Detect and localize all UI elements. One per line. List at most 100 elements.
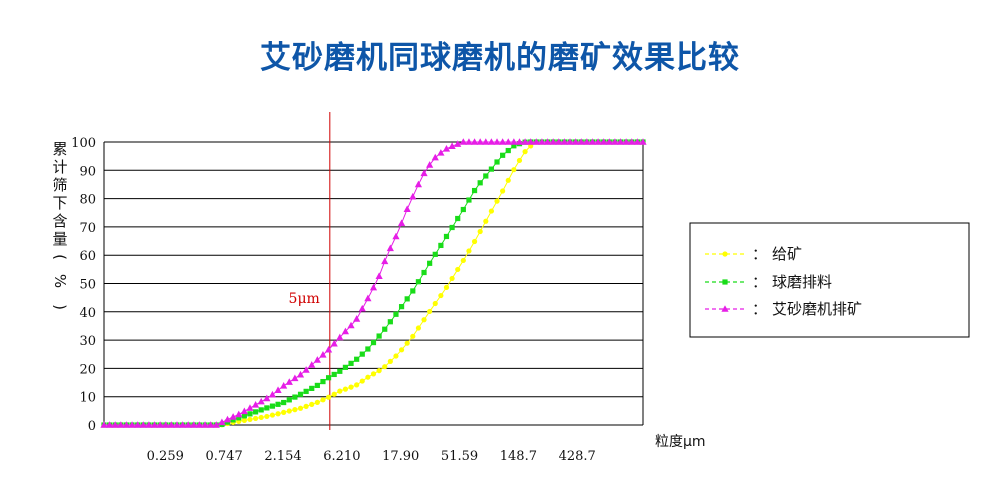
series-1-point-43 [343, 365, 348, 370]
y-label-char-8: ) [51, 304, 69, 310]
series-0-point-53 [399, 347, 404, 352]
x-tick-labels: 0.259 0.747 2.154 6.210 17.90 51.59 148.7 428.7 [147, 449, 596, 464]
series-1-point-51 [388, 319, 393, 324]
series-1-point-65 [466, 197, 471, 202]
series-0-point-68 [483, 219, 488, 224]
x-tick-17.90: 17.90 [382, 449, 419, 464]
series-1-point-40 [326, 375, 331, 380]
x-tick-2.154: 2.154 [264, 449, 301, 464]
series-0-point-75 [522, 149, 527, 154]
series-1-point-49 [377, 333, 382, 338]
series-1-point-45 [354, 357, 359, 362]
series-2-point-53 [398, 219, 405, 226]
series-0-point-34 [292, 407, 297, 412]
series-0-point-62 [450, 276, 455, 281]
series-0-point-67 [478, 229, 483, 234]
grid-lines [104, 142, 643, 425]
y-label-char-0: 累 [52, 140, 67, 158]
series-0-point-70 [494, 199, 499, 204]
x-tick-0.259: 0.259 [147, 449, 184, 464]
series-0-point-73 [511, 167, 516, 172]
series-2-point-56 [415, 181, 422, 188]
series-0-point-60 [438, 293, 443, 298]
x-axis-label: 粒度μm [655, 434, 706, 450]
series-0-point-43 [343, 387, 348, 392]
series-1-point-72 [506, 148, 511, 153]
series-1-point-70 [494, 159, 499, 164]
y-label-char-7: % [51, 274, 69, 288]
series-1-point-35 [298, 392, 303, 397]
series-0-point-47 [365, 375, 370, 380]
series-1-point-28 [259, 407, 264, 412]
series-0-point-33 [287, 408, 292, 413]
y-tick-10: 10 [79, 391, 96, 406]
x-tick-51.59: 51.59 [441, 449, 478, 464]
series-1-point-56 [416, 279, 421, 284]
series-0-point-52 [393, 353, 398, 358]
series-1-point-66 [472, 188, 477, 193]
series-0-point-69 [489, 208, 494, 213]
series-2-point-51 [387, 244, 394, 251]
series-0-point-66 [472, 239, 477, 244]
x-tick-148.7: 148.7 [500, 449, 537, 464]
series-2-point-49 [376, 272, 383, 279]
series-0-point-28 [259, 415, 264, 420]
series-1-point-60 [438, 243, 443, 248]
series-0-point-35 [298, 406, 303, 411]
series-2-point-55 [409, 193, 416, 200]
series-2-point-34 [291, 375, 298, 382]
y-tick-50: 50 [79, 278, 96, 293]
series-1-point-52 [393, 312, 398, 317]
series-1-point-34 [292, 394, 297, 399]
series-2-point-30 [269, 391, 276, 398]
y-tick-labels: 0 10 20 30 40 50 60 70 80 90 100 [71, 136, 96, 434]
annotation-text-0: 5μm [289, 291, 320, 307]
series-0-point-48 [371, 371, 376, 376]
series-1-point-39 [320, 379, 325, 384]
legend-colon-1: ： [752, 273, 767, 291]
series-0-point-58 [427, 309, 432, 314]
y-label-char-2: 筛 [52, 176, 67, 194]
series-0-point-72 [506, 178, 511, 183]
y-tick-0: 0 [88, 419, 96, 434]
series-2-point-47 [364, 295, 371, 302]
y-label-char-5: 量 [52, 230, 67, 248]
series-0-point-56 [416, 325, 421, 330]
x-tick-428.7: 428.7 [559, 449, 596, 464]
series-0-point-27 [253, 416, 258, 421]
series-0-point-71 [500, 188, 505, 193]
series-1-point-54 [405, 296, 410, 301]
series-0-point-49 [377, 368, 382, 373]
series-0-point-61 [444, 285, 449, 290]
series-2-point-60 [437, 149, 444, 156]
legend-marker-0 [722, 251, 727, 256]
series-0-point-46 [360, 378, 365, 383]
series-1-point-63 [455, 216, 460, 221]
series-0-point-57 [421, 317, 426, 322]
series-2-point-45 [353, 315, 360, 322]
series-0-point-41 [332, 392, 337, 397]
series-0-point-29 [264, 414, 269, 419]
series-0-point-30 [270, 412, 275, 417]
x-tick-0.747: 0.747 [206, 449, 243, 464]
series-0-point-39 [320, 397, 325, 402]
series-0-point-37 [309, 402, 314, 407]
y-tick-60: 60 [79, 249, 96, 264]
series-2-point-54 [404, 205, 411, 212]
series-0-point-45 [354, 382, 359, 387]
series-1-point-67 [478, 180, 483, 185]
series-1-point-50 [382, 327, 387, 332]
series-1-point-58 [427, 261, 432, 266]
series-0-point-65 [466, 248, 471, 253]
series-1-point-68 [483, 173, 488, 178]
y-tick-40: 40 [79, 306, 96, 321]
series-0-point-25 [242, 418, 247, 423]
legend-colon-2: ： [752, 300, 767, 318]
y-label-char-3: 下 [52, 194, 67, 212]
series-1-point-37 [309, 386, 314, 391]
y-tick-70: 70 [79, 221, 96, 236]
legend-label-2: 艾砂磨机排矿 [772, 300, 862, 318]
series-2-point-29 [263, 395, 270, 402]
